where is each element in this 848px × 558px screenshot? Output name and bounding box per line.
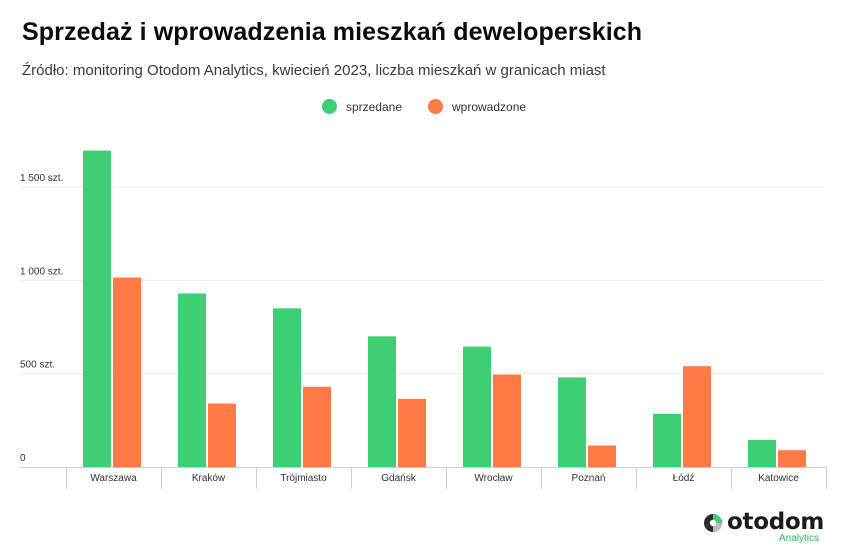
bar-wprowadzone[interactable] bbox=[588, 445, 616, 467]
bar-wprowadzone[interactable] bbox=[398, 398, 426, 467]
legend-swatch-wprowadzone bbox=[428, 99, 443, 114]
bar-wprowadzone[interactable] bbox=[208, 403, 236, 467]
x-tick-label: Gdańsk bbox=[381, 473, 416, 484]
legend-label-sprzedane: sprzedane bbox=[345, 99, 402, 114]
chart-subtitle: Źródło: monitoring Otodom Analytics, kwi… bbox=[22, 62, 606, 79]
chart-title: Sprzedaż i wprowadzenia mieszkań dewelop… bbox=[22, 18, 643, 46]
x-tick-label: Poznań bbox=[572, 473, 606, 484]
x-tick-label: Trójmiasto bbox=[280, 473, 327, 484]
bar-sprzedane[interactable] bbox=[83, 150, 111, 467]
logo-subtitle: Analytics bbox=[778, 533, 819, 544]
bar-wprowadzone[interactable] bbox=[303, 386, 331, 467]
bar-sprzedane[interactable] bbox=[748, 439, 776, 467]
y-tick-label: 1 500 szt. bbox=[20, 173, 63, 184]
legend-swatch-sprzedane bbox=[321, 99, 337, 114]
bar-sprzedane[interactable] bbox=[273, 308, 301, 467]
bar-wprowadzone[interactable] bbox=[113, 277, 141, 467]
y-tick-label: 500 szt. bbox=[20, 360, 55, 371]
y-tick-label: 0 bbox=[20, 453, 26, 464]
otodom-logo-icon bbox=[704, 514, 722, 532]
bar-sprzedane[interactable] bbox=[558, 377, 586, 467]
legend-item-wprowadzone[interactable]: wprowadzone bbox=[428, 99, 526, 114]
legend-label-wprowadzone: wprowadzone bbox=[452, 99, 527, 114]
bar-wprowadzone[interactable] bbox=[778, 450, 806, 467]
bar-sprzedane[interactable] bbox=[178, 293, 206, 467]
x-tick-label: Katowice bbox=[758, 473, 799, 484]
x-tick-label: Wrocław bbox=[474, 473, 513, 484]
legend-item-sprzedane[interactable]: sprzedane bbox=[321, 99, 402, 114]
logo-wordmark: otodom bbox=[727, 509, 825, 535]
x-tick-label: Kraków bbox=[192, 473, 226, 484]
bar-sprzedane[interactable] bbox=[653, 413, 681, 467]
otodom-logo: otodom Analytics bbox=[703, 509, 833, 545]
x-tick-label: Warszawa bbox=[90, 473, 137, 484]
x-tick-label: Łódź bbox=[673, 473, 695, 484]
legend: sprzedane wprowadzone bbox=[0, 99, 848, 114]
bar-wprowadzone[interactable] bbox=[683, 366, 711, 467]
bar-sprzedane[interactable] bbox=[368, 336, 396, 467]
y-tick-label: 1 000 szt. bbox=[20, 266, 63, 277]
bar-sprzedane[interactable] bbox=[463, 346, 491, 467]
bar-wprowadzone[interactable] bbox=[493, 374, 521, 467]
